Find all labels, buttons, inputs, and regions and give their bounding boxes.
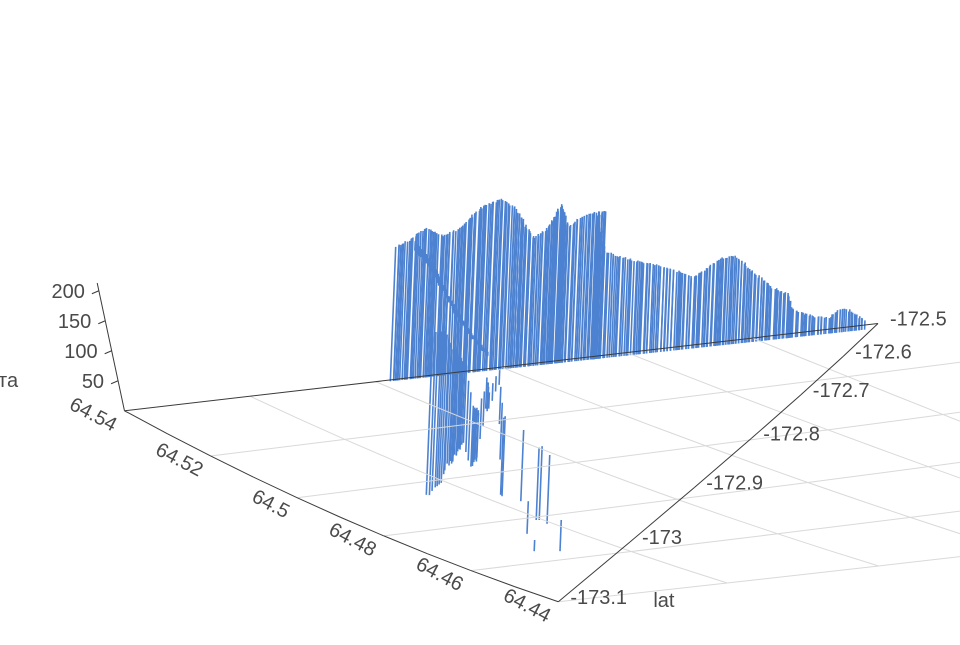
svg-text:ысота: ысота [0,370,19,392]
svg-text:64.52: 64.52 [152,439,207,482]
svg-text:-172.6: -172.6 [855,341,912,363]
svg-text:64.48: 64.48 [325,519,380,562]
svg-text:64.54: 64.54 [66,393,121,436]
svg-text:-172.5: -172.5 [890,309,947,331]
svg-text:-172.7: -172.7 [813,380,870,402]
svg-text:-173.1: -173.1 [570,587,627,609]
svg-text:64.46: 64.46 [412,553,467,596]
svg-text:64.5: 64.5 [248,486,293,524]
svg-text:-172.8: -172.8 [763,424,820,446]
svg-text:50: 50 [82,371,104,393]
svg-text:-173: -173 [642,527,682,549]
svg-text:150: 150 [58,311,91,333]
svg-text:100: 100 [64,341,97,363]
svg-text:lat: lat [653,590,675,612]
svg-text:-172.9: -172.9 [706,473,763,495]
svg-text:200: 200 [51,281,84,303]
